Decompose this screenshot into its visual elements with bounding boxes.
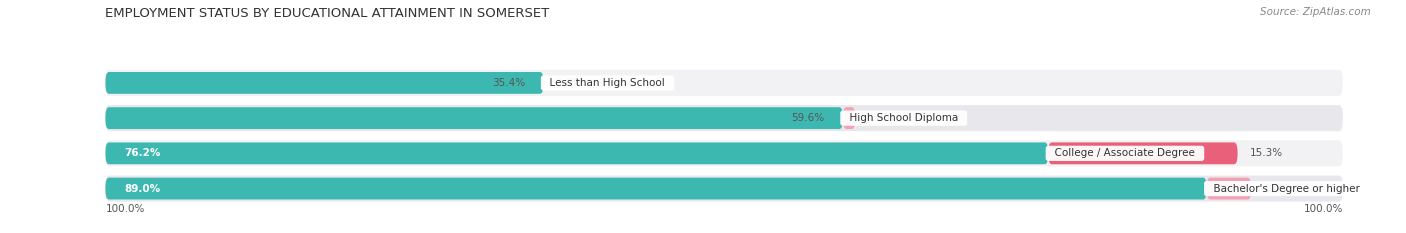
Text: 35.4%: 35.4% [492,78,524,88]
Text: College / Associate Degree: College / Associate Degree [1049,148,1202,158]
FancyBboxPatch shape [105,142,1049,164]
FancyBboxPatch shape [105,105,1343,131]
Text: 59.6%: 59.6% [792,113,824,123]
Text: Bachelor's Degree or higher: Bachelor's Degree or higher [1206,184,1367,194]
FancyBboxPatch shape [105,72,544,94]
Text: 76.2%: 76.2% [124,148,160,158]
Text: 1.0%: 1.0% [868,113,894,123]
Text: 100.0%: 100.0% [105,204,145,214]
Text: 0.0%: 0.0% [555,78,582,88]
Text: Source: ZipAtlas.com: Source: ZipAtlas.com [1260,7,1371,17]
Text: EMPLOYMENT STATUS BY EDUCATIONAL ATTAINMENT IN SOMERSET: EMPLOYMENT STATUS BY EDUCATIONAL ATTAINM… [105,7,550,20]
Text: 89.0%: 89.0% [124,184,160,194]
Text: High School Diploma: High School Diploma [842,113,965,123]
Text: 15.3%: 15.3% [1250,148,1284,158]
Text: 100.0%: 100.0% [1303,204,1343,214]
FancyBboxPatch shape [105,70,1343,96]
FancyBboxPatch shape [105,178,1206,199]
FancyBboxPatch shape [105,175,1343,202]
FancyBboxPatch shape [105,107,842,129]
Text: 3.6%: 3.6% [1264,184,1291,194]
Text: Less than High School: Less than High School [544,78,672,88]
FancyBboxPatch shape [1206,178,1251,199]
FancyBboxPatch shape [842,107,855,129]
FancyBboxPatch shape [1049,142,1237,164]
FancyBboxPatch shape [105,140,1343,166]
